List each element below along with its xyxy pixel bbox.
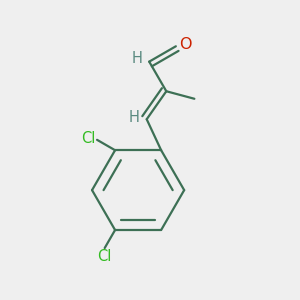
Text: Cl: Cl [98,249,112,264]
Text: H: H [129,110,140,125]
Text: O: O [179,37,192,52]
Text: H: H [132,51,143,66]
Text: Cl: Cl [82,131,96,146]
